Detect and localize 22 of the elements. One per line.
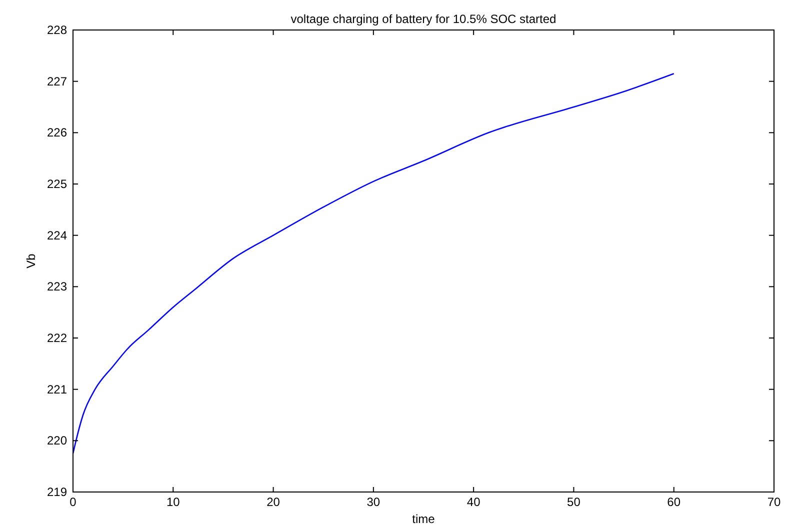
x-tick-label: 50 <box>567 495 581 509</box>
chart-title: voltage charging of battery for 10.5% SOC started <box>290 12 556 26</box>
y-tick-label: 225 <box>46 177 68 191</box>
y-tick-label: 228 <box>46 23 68 37</box>
x-tick-label: 60 <box>667 495 681 509</box>
y-tick-label: 219 <box>46 485 68 499</box>
x-tick-label: 20 <box>266 495 280 509</box>
y-axis-title: Vb <box>24 253 38 268</box>
x-tick-label: 0 <box>70 495 77 509</box>
y-tick-label: 222 <box>46 331 68 345</box>
line-series <box>72 72 675 454</box>
x-tick-label: 40 <box>466 495 481 509</box>
x-tick-label: 30 <box>366 495 380 509</box>
y-tick-label: 227 <box>46 74 68 88</box>
y-tick-label: 221 <box>46 382 68 396</box>
x-tick-label: 70 <box>767 495 781 509</box>
x-tick-label: 10 <box>166 495 180 509</box>
y-tick-label: 224 <box>46 228 68 242</box>
x-axis-title: time <box>412 512 436 526</box>
y-tick-label: 226 <box>46 126 68 140</box>
y-tick-label: 220 <box>46 434 68 448</box>
y-tick-label: 223 <box>46 280 68 294</box>
